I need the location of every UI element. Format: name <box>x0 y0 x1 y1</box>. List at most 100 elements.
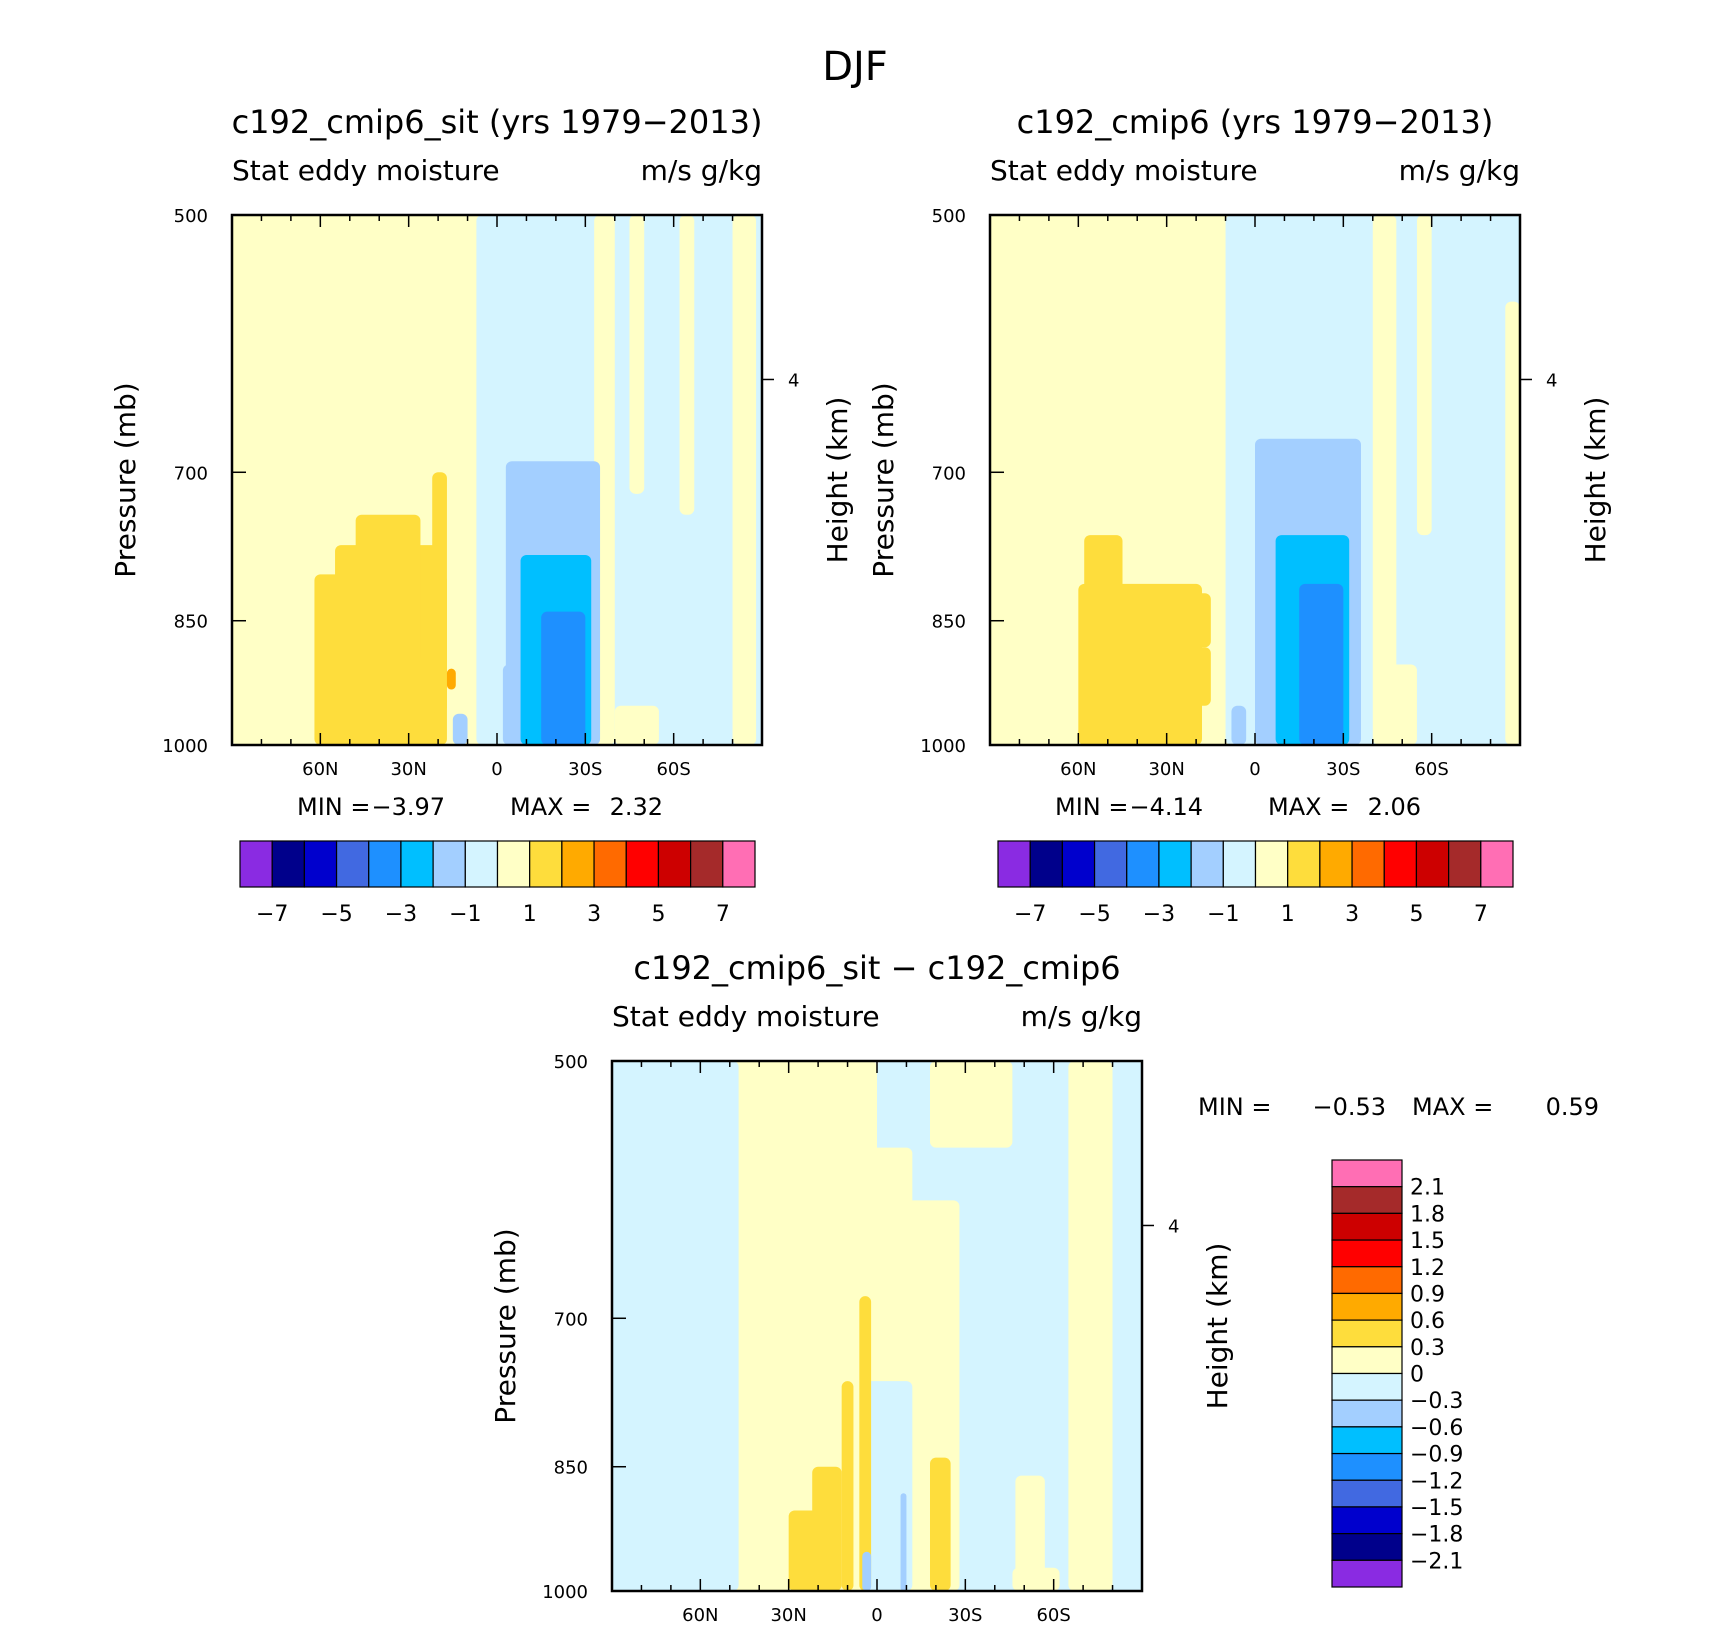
y-tick-label: 700 <box>932 463 966 484</box>
panel-top-left: 60N 30N 0 30S 60S 500 700 850 1000 4 c192_cmip6_si… <box>109 103 854 927</box>
contour-region <box>614 705 659 745</box>
colorbar-swatch <box>1351 840 1385 888</box>
x-tick-label: 60S <box>1036 1605 1070 1626</box>
height-tick-label: 4 <box>788 370 799 391</box>
x-tick-label: 30S <box>568 759 602 780</box>
max-label: MAX = <box>510 793 591 821</box>
y-tick-label: 1000 <box>920 736 966 757</box>
panel-title: c192_cmip6_sit − c192_cmip6 <box>633 949 1120 987</box>
height-tick-label: 4 <box>1168 1216 1179 1237</box>
colorbar-swatch <box>1331 1212 1403 1241</box>
contour-region <box>1084 535 1123 630</box>
panel-title: c192_cmip6 (yrs 1979−2013) <box>1017 103 1494 141</box>
contour-region <box>612 1061 739 1591</box>
x-tick-label: 30N <box>390 759 426 780</box>
colorbar-swatch <box>1126 840 1160 888</box>
colorbar-swatch <box>1254 840 1289 888</box>
max-value: 2.32 <box>610 793 663 821</box>
x-tick-label: 30N <box>1148 759 1184 780</box>
colorbar-swatch <box>1029 840 1063 888</box>
y-tick-label: 1000 <box>542 1582 588 1603</box>
y-tick-label: 500 <box>932 206 966 227</box>
colorbar-swatch <box>303 840 338 888</box>
contour-region <box>812 1466 842 1591</box>
colorbar-swatch <box>1331 1239 1403 1268</box>
colorbar-label: −0.3 <box>1410 1389 1463 1414</box>
contour-region <box>862 1551 872 1591</box>
y-tick-label: 700 <box>174 463 208 484</box>
colorbar-swatch <box>239 840 273 888</box>
colorbar-label: 1.5 <box>1410 1229 1445 1254</box>
panel-top-right: 60N 30N 0 30S 60S 500 700 850 1000 4 c192_cmip6 (y… <box>867 103 1612 927</box>
panel-bottom-diff: 60N 30N 0 30S 60S 500 700 850 1000 4 c192_cmip6_si… <box>489 949 1599 1626</box>
colorbar-label: −1 <box>449 902 481 927</box>
contour-region <box>502 664 518 745</box>
colorbar-swatch <box>335 840 370 888</box>
x-tick-label: 60S <box>656 759 690 780</box>
colorbar-swatch <box>1331 1159 1403 1188</box>
colorbar-swatch <box>1331 1533 1403 1561</box>
colorbar-swatch <box>1158 840 1192 888</box>
colorbar-swatch <box>400 840 434 888</box>
colorbar-swatch <box>1222 840 1257 888</box>
contour-region <box>930 1457 951 1591</box>
colorbar-label: 3 <box>587 902 601 927</box>
colorbar-label: 7 <box>716 902 730 927</box>
height-axis-label: Height (km) <box>1579 397 1612 564</box>
colorbar-swatch <box>1061 840 1096 888</box>
contour-region <box>1015 1475 1045 1591</box>
contour-region <box>355 514 421 665</box>
colorbar-label: 1 <box>1281 902 1295 927</box>
contour-region <box>900 1493 907 1591</box>
colorbar-swatch <box>1287 840 1321 888</box>
colorbar-label: 0.6 <box>1410 1309 1445 1334</box>
contour-region <box>679 215 695 515</box>
colorbar-label: 7 <box>1474 902 1488 927</box>
subtitle-left: Stat eddy moisture <box>612 1000 880 1033</box>
colorbar-swatch <box>1331 1292 1403 1321</box>
colorbar-label: −1.2 <box>1410 1469 1463 1494</box>
min-value: −0.53 <box>1312 1093 1386 1121</box>
colorbar-swatch <box>1331 1346 1403 1375</box>
contour-region <box>1505 301 1520 745</box>
max-value: 0.59 <box>1546 1093 1599 1121</box>
colorbar-swatch <box>1331 1506 1403 1535</box>
x-tick-label: 30S <box>948 1605 982 1626</box>
y-tick-label: 1000 <box>162 736 208 757</box>
min-value: −4.14 <box>1129 793 1203 821</box>
contour-region <box>452 713 468 745</box>
subtitle-left: Stat eddy moisture <box>990 154 1258 187</box>
colorbar-swatch <box>1319 840 1353 888</box>
colorbar-label: −5 <box>1078 902 1110 927</box>
colorbar-swatch <box>657 840 692 888</box>
contour-field <box>990 215 1520 745</box>
subtitle-right: m/s g/kg <box>641 154 762 187</box>
subtitle-right: m/s g/kg <box>1399 154 1520 187</box>
contour-field <box>232 215 762 745</box>
colorbar-swatch <box>496 840 531 888</box>
y-tick-label: 850 <box>554 1458 588 1479</box>
x-tick-label: 60S <box>1414 759 1448 780</box>
colorbar-label: −0.9 <box>1410 1443 1463 1468</box>
x-tick-label: 60N <box>302 759 338 780</box>
y-tick-label: 850 <box>932 612 966 633</box>
colorbar: −7 −5 −3 −1 1 3 5 7 <box>239 840 756 927</box>
colorbar-swatch <box>529 840 563 888</box>
contour-region <box>432 472 447 714</box>
x-tick-label: 60N <box>682 1605 718 1626</box>
colorbar-swatch <box>271 840 305 888</box>
colorbar-label: −1.5 <box>1410 1496 1463 1521</box>
colorbar-label: 0.3 <box>1410 1336 1445 1361</box>
contour-region <box>732 215 757 745</box>
x-tick-label: 0 <box>1249 759 1260 780</box>
colorbar-swatch <box>690 840 724 888</box>
colorbar-label: −0.6 <box>1410 1416 1463 1441</box>
height-axis-label: Height (km) <box>1201 1243 1234 1410</box>
y-axis-label: Pressure (mb) <box>109 382 142 577</box>
x-tick-label: 60N <box>1060 759 1096 780</box>
contour-region <box>1137 647 1211 706</box>
subtitle-right: m/s g/kg <box>1021 1000 1142 1033</box>
colorbar-swatch <box>1331 1186 1403 1214</box>
colorbar-swatch <box>1331 1559 1403 1588</box>
colorbar-label: −1.8 <box>1410 1523 1463 1548</box>
